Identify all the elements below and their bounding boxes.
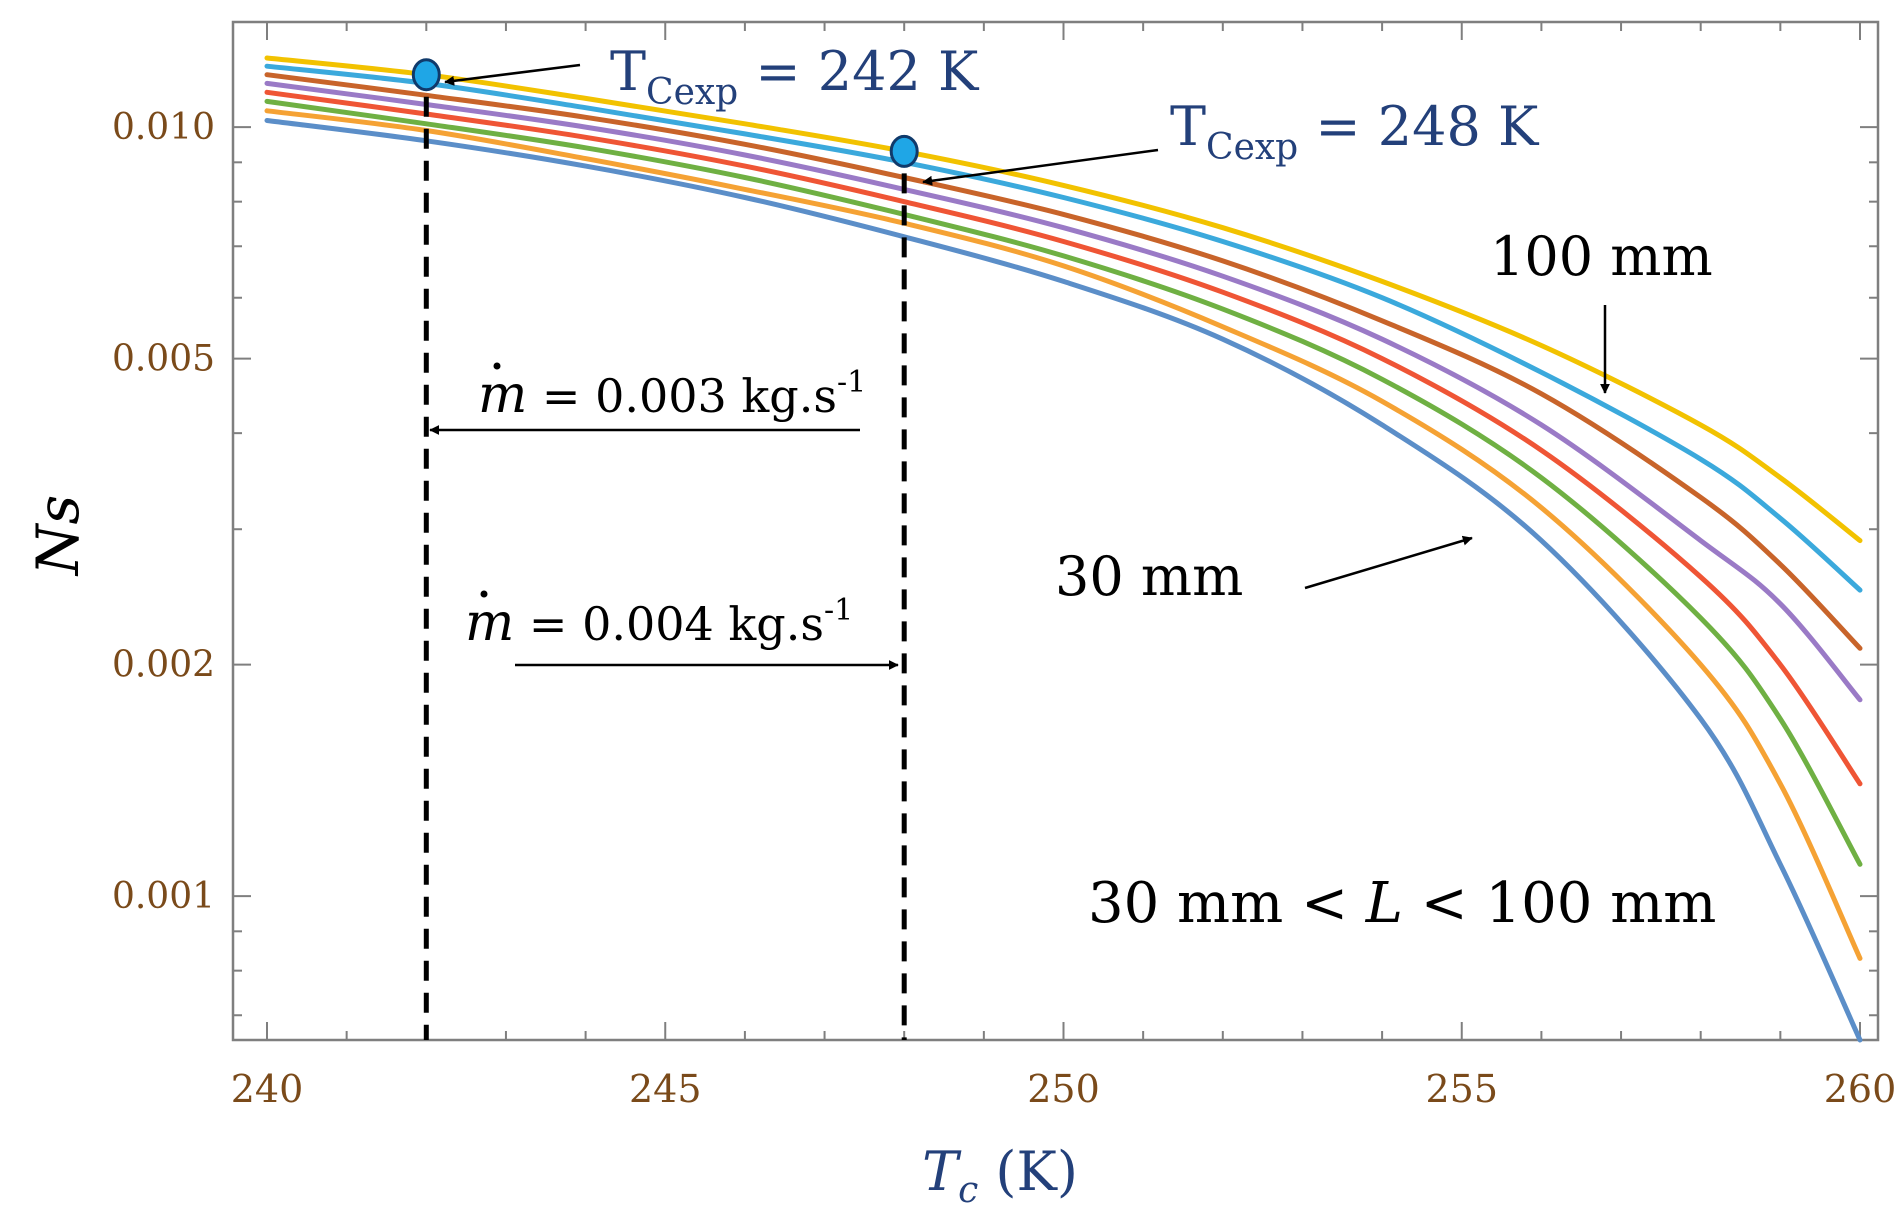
marker-label-248-main: T <box>1170 95 1206 158</box>
series-line-l-100-mm <box>264 55 1863 544</box>
series-line-l-50-mm <box>264 98 1863 867</box>
y-tick-labels: 0.001 0.002 0.005 0.010 <box>112 107 215 917</box>
series-line-l-30-mm <box>264 118 1863 1043</box>
marker-242 <box>411 58 441 92</box>
series-line-l-60-mm <box>264 89 1863 787</box>
mdot-003-symbol: m <box>478 365 527 425</box>
arrow-30mm <box>1304 535 1473 590</box>
label-100mm: 100 mm <box>1490 225 1713 288</box>
y-tick-label: 0.001 <box>112 876 215 917</box>
x-axis-label-main: T <box>922 1140 962 1203</box>
x-tick-label: 240 <box>231 1067 304 1111</box>
marker-label-248: TCexp = 248 K <box>1170 95 1540 168</box>
mdot-004-symbol: m <box>465 593 514 653</box>
x-tick-label: 250 <box>1027 1067 1100 1111</box>
y-tick-label: 0.010 <box>112 107 215 148</box>
y-axis-label: Ns <box>24 495 92 578</box>
dashed-guides <box>423 96 907 1040</box>
mdot-003-dot <box>493 362 501 370</box>
marker-label-242: TCexp = 242 K <box>610 40 980 113</box>
x-axis-label-sub: c <box>958 1170 978 1211</box>
series-layer <box>264 55 1863 1043</box>
range-var: L <box>1365 871 1403 936</box>
marker-label-248-sub: Cexp <box>1206 127 1298 168</box>
marker-248 <box>889 134 919 168</box>
arrow-marker-248 <box>922 148 1159 186</box>
mdot-004-dot <box>480 590 488 598</box>
series-line-l-70-mm <box>264 80 1863 703</box>
mdot-003-value: = 0.003 kg.s <box>527 369 837 423</box>
mdot-003-exp: -1 <box>837 365 866 400</box>
axis-ticks <box>233 22 1878 1040</box>
mdot-004-label: m = 0.004 kg.s-1 <box>465 593 853 653</box>
x-tick-label: 245 <box>629 1067 702 1111</box>
x-tick-labels: 240 245 250 255 260 <box>231 1067 1897 1111</box>
marker-label-242-rest: = 242 K <box>738 40 980 103</box>
experimental-markers <box>411 58 919 168</box>
marker-label-242-main: T <box>610 40 646 103</box>
marker-label-242-sub: Cexp <box>646 72 738 113</box>
x-axis-label: Tc (K) <box>922 1140 1078 1211</box>
mdot-004-value: = 0.004 kg.s <box>514 597 824 651</box>
range-right: < 100 mm <box>1403 871 1716 936</box>
series-line-l-80-mm <box>264 72 1863 651</box>
x-tick-label: 255 <box>1425 1067 1498 1111</box>
x-tick-label: 260 <box>1824 1067 1897 1111</box>
mdot-003-label: m = 0.003 kg.s-1 <box>478 365 866 425</box>
arrow-marker-242 <box>444 63 581 86</box>
x-axis-label-unit: (K) <box>978 1140 1078 1203</box>
y-tick-label: 0.002 <box>112 645 215 686</box>
label-30mm: 30 mm <box>1055 545 1243 608</box>
range-left: 30 mm < <box>1088 871 1366 936</box>
y-tick-label: 0.005 <box>112 339 215 380</box>
series-line-l-40-mm <box>264 108 1863 961</box>
mdot-004-exp: -1 <box>824 593 853 628</box>
marker-label-248-rest: = 248 K <box>1298 95 1540 158</box>
series-line-l-90-mm <box>264 63 1863 593</box>
range-annotation: 30 mm < L < 100 mm <box>1088 871 1716 936</box>
